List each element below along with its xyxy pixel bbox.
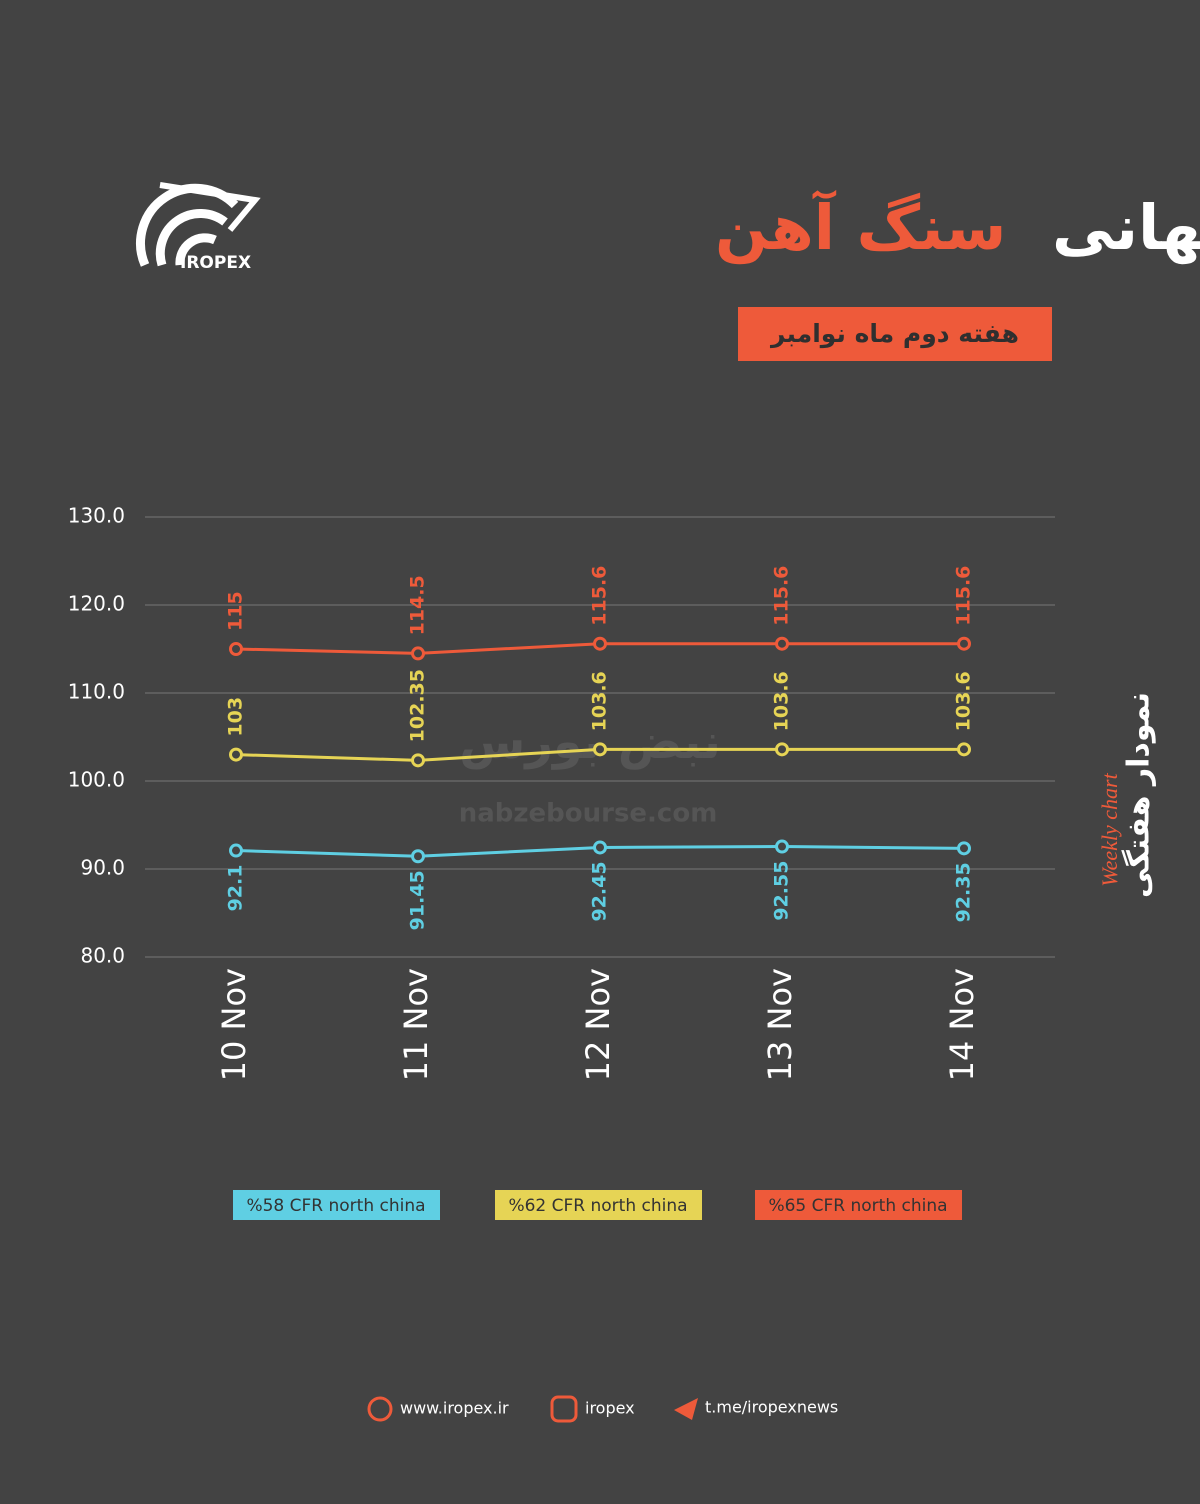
subtitle-box: [738, 307, 1052, 361]
data-point: [229, 747, 243, 762]
telegram: t.me/iropexnews: [705, 1398, 838, 1417]
instagram-icon: [550, 1395, 578, 1423]
web-icon: [367, 1396, 393, 1422]
legend-label: %62 CFR north china: [508, 1196, 687, 1216]
instagram: iropex: [585, 1399, 635, 1418]
data-point: [775, 839, 789, 854]
legend-box: [233, 1190, 440, 1220]
legend-box: [495, 1190, 702, 1220]
y-tick-label: 90.0: [80, 856, 125, 880]
x-tick-label: 10 Nov: [215, 968, 253, 1081]
data-point: [593, 636, 607, 651]
data-label: 92.35: [953, 862, 975, 922]
data-label: 115.6: [953, 566, 975, 626]
data-label: 115: [225, 591, 247, 631]
data-label: 114.5: [407, 575, 429, 635]
website: www.iropex.ir: [400, 1399, 509, 1418]
logo-text: IROPEX: [180, 253, 251, 273]
data-label: 92.45: [589, 861, 611, 921]
y-tick-label: 80.0: [80, 944, 125, 968]
x-tick-label: 14 Nov: [943, 968, 981, 1081]
data-point: [411, 646, 425, 661]
x-tick-label: 11 Nov: [397, 968, 435, 1081]
data-point: [957, 742, 971, 757]
x-tick-label: 13 Nov: [761, 968, 799, 1081]
y-tick-label: 130.0: [68, 504, 125, 528]
data-label: 103: [225, 697, 247, 737]
legend-box: [755, 1190, 962, 1220]
data-point: [775, 636, 789, 651]
side-label-en: Weekly chart: [1097, 772, 1122, 886]
title: بازار جهانی: [1052, 191, 1200, 264]
y-tick-label: 120.0: [68, 592, 125, 616]
data-point: [775, 742, 789, 757]
data-label: 92.55: [771, 861, 793, 921]
y-tick-label: 110.0: [68, 680, 125, 704]
legend-label: %65 CFR north china: [768, 1196, 947, 1216]
legend-label: %58 CFR north china: [246, 1196, 425, 1216]
subtitle: هفته دوم ماه نوامبر: [769, 319, 1019, 349]
data-point: [957, 841, 971, 856]
watermark-url: nabzebourse.com: [459, 799, 718, 829]
watermark: نبض بورس: [459, 714, 721, 770]
title-highlight: سنگ آهن: [715, 189, 1006, 264]
data-point: [411, 849, 425, 864]
logo: [136, 182, 261, 267]
data-label: 92.1: [225, 865, 247, 912]
telegram-icon: [674, 1398, 698, 1420]
data-label: 91.45: [407, 870, 429, 930]
data-label: 115.6: [589, 566, 611, 626]
data-label: 115.6: [771, 566, 793, 626]
data-point: [229, 843, 243, 858]
data-point: [957, 636, 971, 651]
footer: www.iropex.ir iropex t.me/iropexnews: [367, 1395, 838, 1423]
x-tick-label: 12 Nov: [579, 968, 617, 1081]
data-label: 103.6: [589, 671, 611, 731]
data-label: 102.35: [407, 669, 429, 742]
data-point: [593, 840, 607, 855]
data-label: 103.6: [953, 671, 975, 731]
data-point: [229, 642, 243, 656]
y-tick-label: 100.0: [68, 768, 125, 792]
data-label: 103.6: [771, 671, 793, 731]
side-label: نمودار هفتگی: [1121, 692, 1157, 898]
data-point: [411, 753, 425, 768]
data-point: [593, 742, 607, 757]
